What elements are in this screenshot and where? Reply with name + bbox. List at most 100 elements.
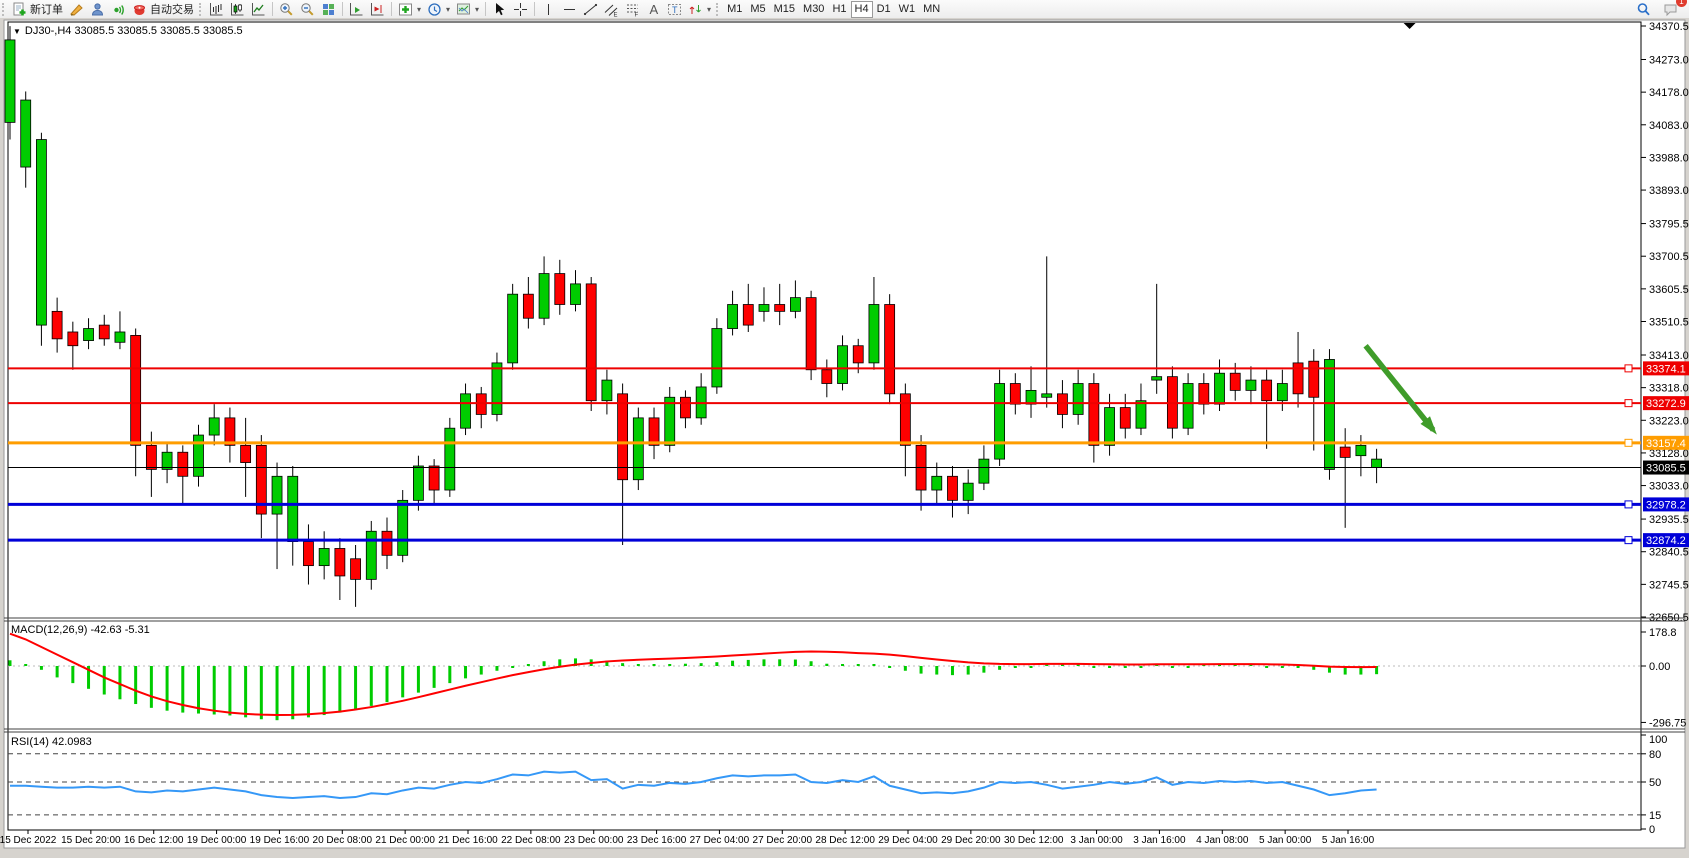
time-tick-label: 19 Dec 16:00 <box>250 835 310 846</box>
profile-button[interactable] <box>87 1 108 18</box>
candle-body <box>1276 383 1288 402</box>
macd-axis-label: 178.8 <box>1649 627 1677 639</box>
fibonacci-button[interactable]: F <box>622 1 643 18</box>
arrows-button[interactable]: ▾ <box>685 1 714 18</box>
channel-button[interactable]: E <box>601 1 622 18</box>
timeframe-m15[interactable]: M15 <box>770 1 799 18</box>
chevron-down-icon: ▾ <box>446 4 451 14</box>
auto-scroll-button[interactable] <box>346 1 367 18</box>
timeframe-d1[interactable]: D1 <box>873 1 895 18</box>
timeframe-h4[interactable]: H4 <box>850 0 873 18</box>
toolbar-grip[interactable] <box>2 2 7 16</box>
line-chart-button[interactable] <box>248 1 269 18</box>
candle-body <box>632 417 644 481</box>
price-tick-label: 33033.0 <box>1649 481 1689 493</box>
candle-body <box>570 283 581 305</box>
time-tick-label: 27 Dec 04:00 <box>690 835 750 846</box>
time-tick-label: 19 Dec 00:00 <box>187 835 247 846</box>
line-chart-icon <box>252 2 265 15</box>
timeframe-m30[interactable]: M30 <box>799 1 828 18</box>
line-handle[interactable] <box>1624 438 1633 447</box>
toolbar-separator <box>485 2 487 16</box>
profile-icon <box>91 2 104 15</box>
current-price-tag: 33085.5 <box>1646 463 1686 475</box>
horizontal-line-object[interactable]: 33272.9 <box>8 396 1689 411</box>
candle-body <box>4 39 16 123</box>
tile-windows-button[interactable] <box>318 1 339 18</box>
timeframe-m5[interactable]: M5 <box>746 1 769 18</box>
crosshair-button[interactable] <box>510 1 531 18</box>
candle-body <box>1214 372 1225 405</box>
candle-body <box>318 548 330 567</box>
cursor-button[interactable] <box>489 1 510 18</box>
candle-body <box>130 335 142 446</box>
candle-body <box>193 434 204 477</box>
chart-canvas[interactable]: 34370.5 34273.0 34178.0 34083.0 33988.0 33893… <box>0 18 1689 858</box>
time-tick-label: 29 Dec 04:00 <box>878 835 938 846</box>
horizontal-line-object[interactable]: 33157.4 <box>8 435 1689 450</box>
search-button[interactable] <box>1633 1 1654 18</box>
rsi-indicator-label: RSI(14) 42.0983 <box>11 736 92 748</box>
price-tick-label: 34273.0 <box>1649 55 1689 67</box>
text-button[interactable]: A <box>643 1 664 18</box>
indicators-button[interactable]: ▾ <box>395 1 424 18</box>
chart-title[interactable]: ▼ DJ30-,H4 33085.5 33085.5 33085.5 33085… <box>13 25 243 37</box>
timeframe-w1[interactable]: W1 <box>895 1 920 18</box>
auto-trading-icon <box>134 4 145 15</box>
timeframe-m1[interactable]: M1 <box>723 1 746 18</box>
toolbar-separator <box>272 2 273 16</box>
candle-body <box>1245 379 1257 391</box>
price-tick-label: 33128.0 <box>1649 448 1689 460</box>
chart-shift-marker[interactable] <box>1403 23 1416 29</box>
candle-body <box>67 331 79 347</box>
zoom-out-button[interactable] <box>297 1 318 18</box>
bar-chart-button[interactable] <box>206 1 227 18</box>
crayon-button[interactable] <box>66 1 87 18</box>
notifications-button[interactable] <box>1660 1 1681 18</box>
price-tick-label: 34370.5 <box>1649 21 1689 33</box>
candle-body <box>680 396 691 419</box>
toolbar-grip[interactable] <box>199 2 204 16</box>
timeframe-mn[interactable]: MN <box>919 1 944 18</box>
line-handle[interactable] <box>1624 364 1633 373</box>
candle-body <box>224 417 236 446</box>
time-tick-label: 23 Dec 00:00 <box>564 835 624 846</box>
candle-body <box>334 548 346 577</box>
candle-body <box>1324 359 1335 470</box>
horizontal-line-object[interactable]: 33374.1 <box>8 361 1689 376</box>
candle-body <box>98 324 110 340</box>
horizontal-line-object[interactable]: 32874.2 <box>8 533 1689 548</box>
vertical-line-button[interactable] <box>538 1 559 18</box>
periods-button[interactable]: ▾ <box>424 1 453 18</box>
auto-trading-button[interactable]: 自动交易 <box>129 1 197 18</box>
candle-body <box>1041 393 1053 398</box>
new-order-button[interactable]: 新订单 <box>9 1 66 18</box>
line-price-tag: 32978.2 <box>1646 499 1686 511</box>
candle-body <box>1151 376 1163 381</box>
crayon-icon <box>70 3 83 16</box>
toolbar-grip[interactable] <box>716 2 721 16</box>
candle-body <box>177 451 189 477</box>
text-label-button[interactable]: T <box>664 1 685 18</box>
horizontal-line-button[interactable] <box>559 1 580 18</box>
candlestick-chart-icon <box>231 2 244 15</box>
horizontal-line-object[interactable]: 32978.2 <box>8 497 1689 512</box>
line-handle[interactable] <box>1624 399 1633 408</box>
line-handle[interactable] <box>1624 500 1633 509</box>
trend-arrow-annotation[interactable] <box>1363 344 1437 435</box>
svg-text:T: T <box>672 5 678 15</box>
macd-pane: 178.8 0.00 -296.75 <box>8 627 1686 729</box>
template-button[interactable]: ▾ <box>453 1 482 18</box>
rsi-pane: 100 80 50 15 0 <box>8 734 1667 836</box>
candlestick-chart-button[interactable] <box>227 1 248 18</box>
rsi-axis-label: 0 <box>1649 824 1655 836</box>
time-tick-label: 3 Jan 16:00 <box>1133 835 1186 846</box>
trendline-button[interactable] <box>580 1 601 18</box>
timeframe-h1[interactable]: H1 <box>828 1 850 18</box>
chart-shift-button[interactable] <box>367 1 388 18</box>
zoom-in-button[interactable] <box>276 1 297 18</box>
sound-button[interactable] <box>108 1 129 18</box>
line-handle[interactable] <box>1624 536 1633 545</box>
candle-body <box>145 444 157 470</box>
one-click-trading-icon[interactable]: ▼ <box>13 26 21 36</box>
